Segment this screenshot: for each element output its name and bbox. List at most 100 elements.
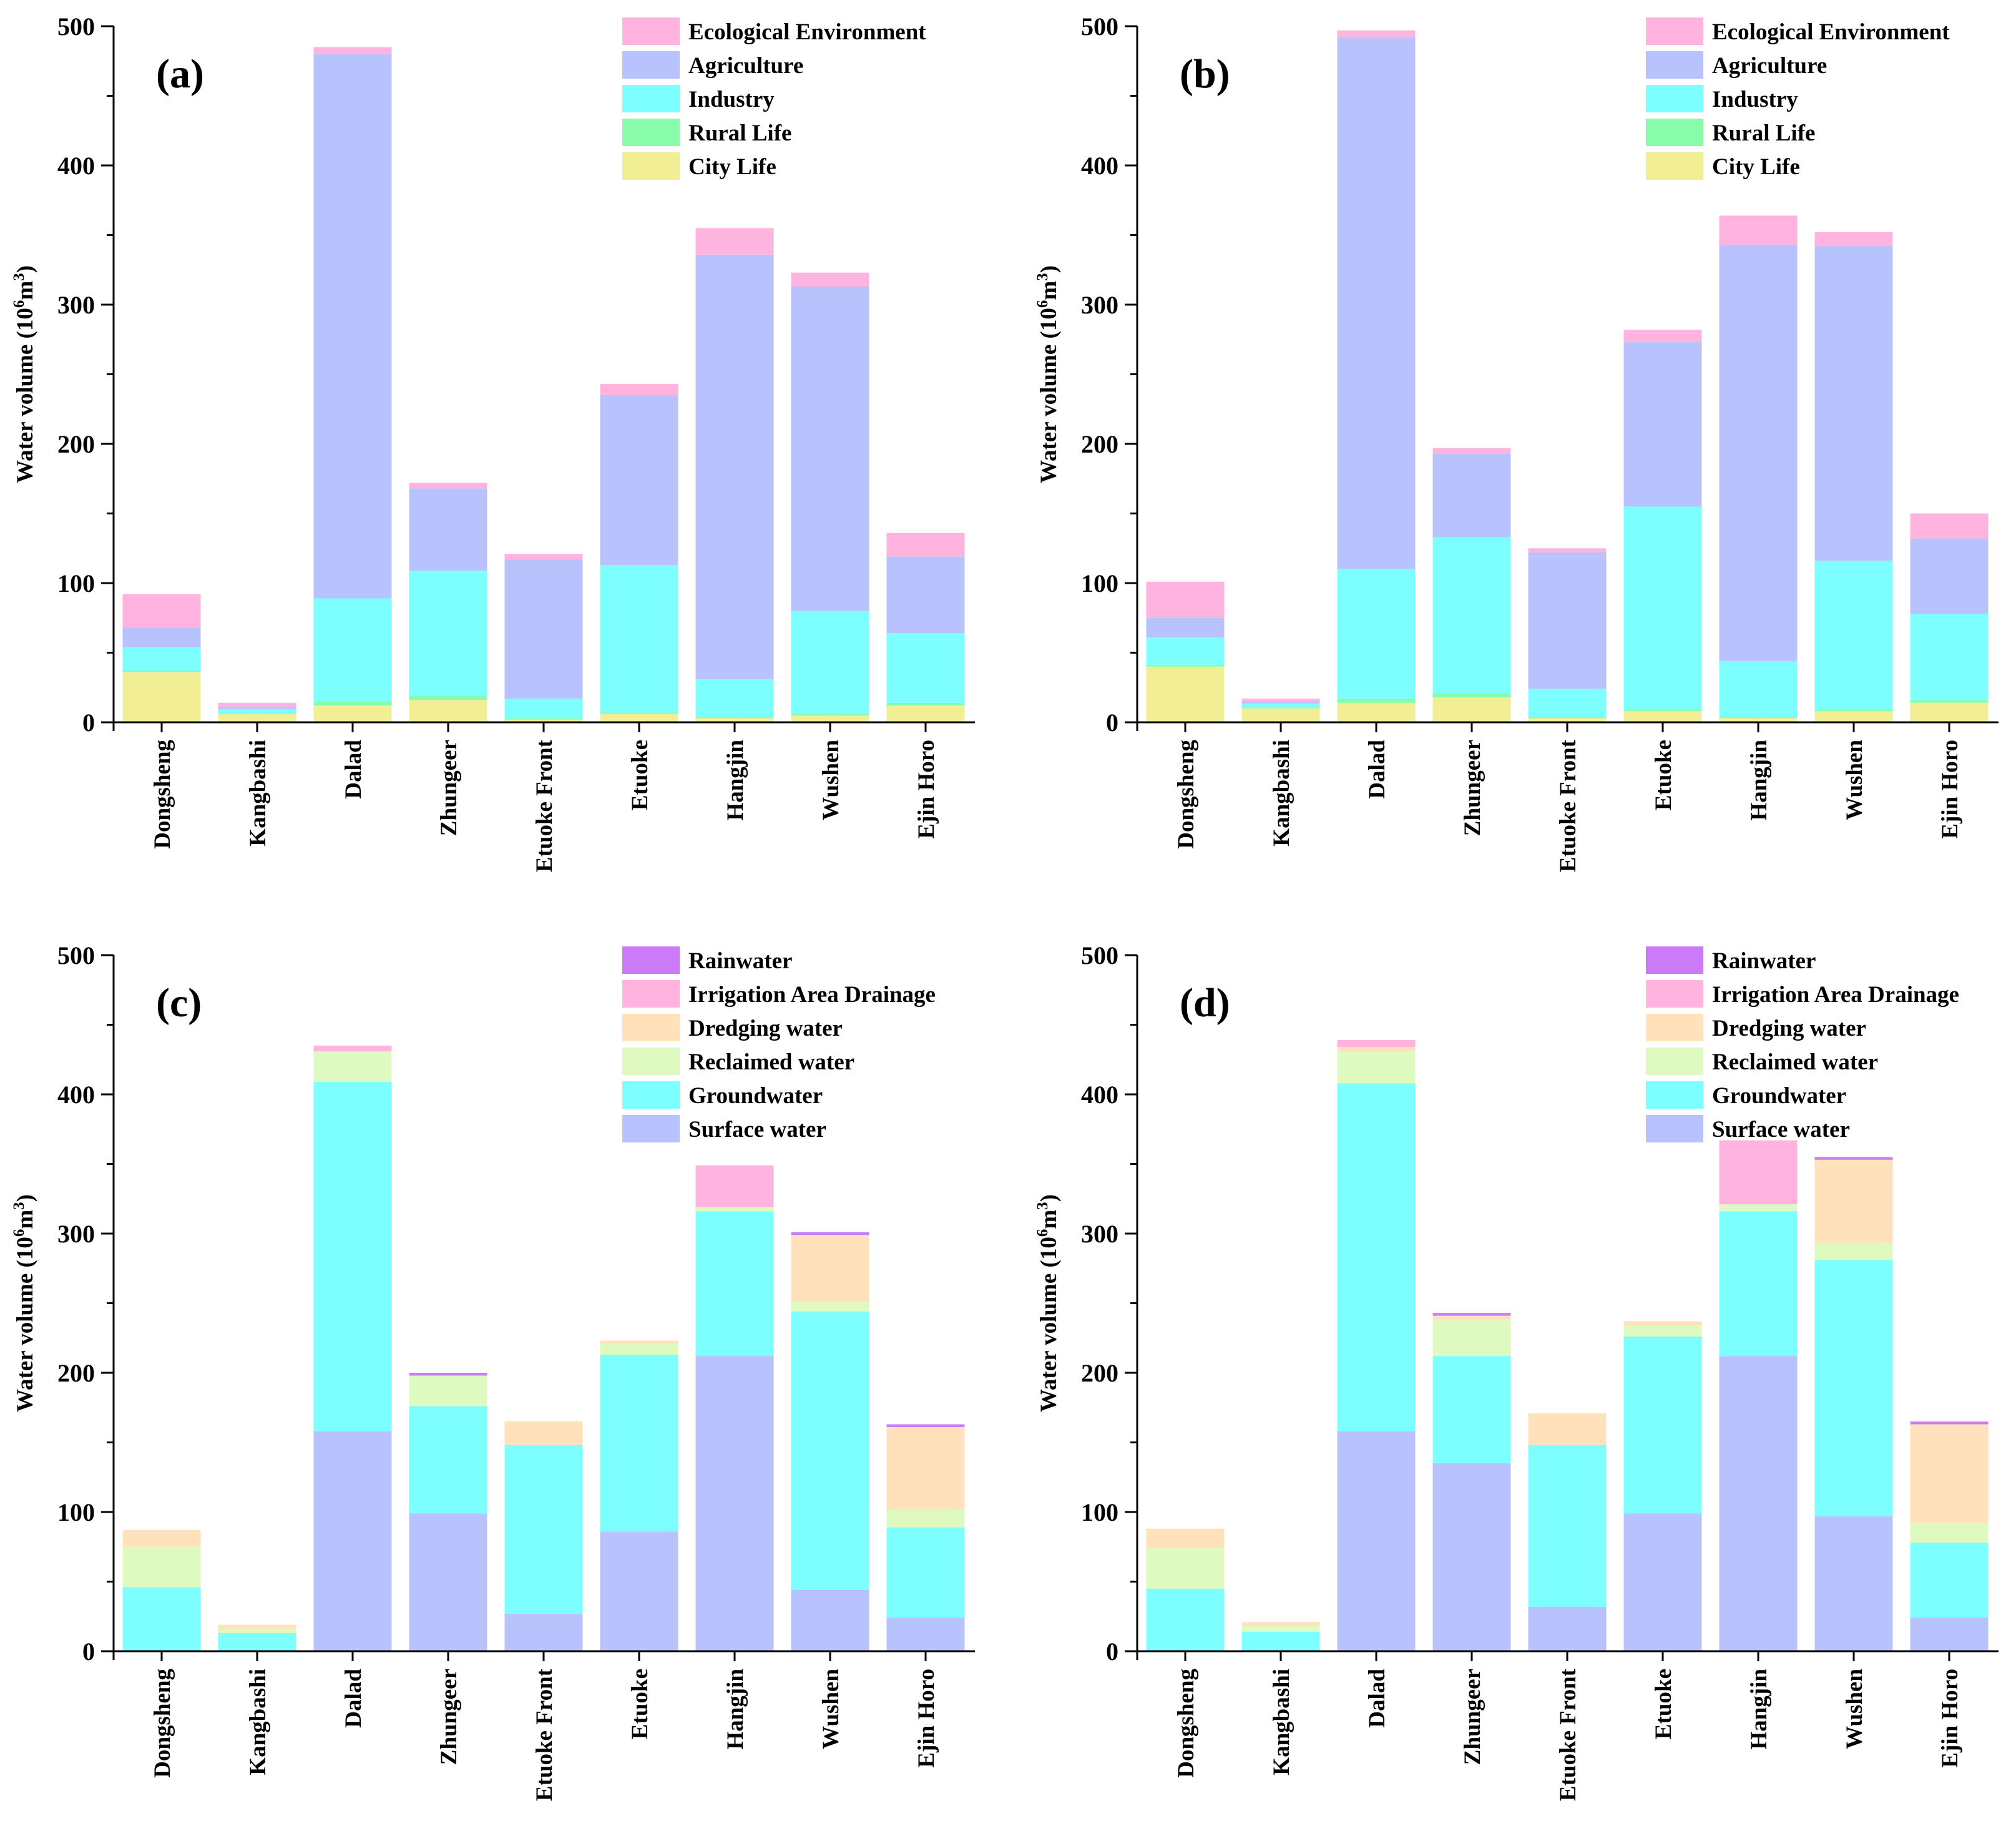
legend-label-city-life: City Life [1712, 154, 1800, 180]
x-tick-label-wushen: Wushen [1842, 740, 1867, 820]
legend: Ecological Environment Agriculture Industr… [1646, 17, 1950, 180]
bar-kangbashi-ecological-environment [1241, 699, 1320, 702]
x-tick-label-etuoke: Etuoke [1651, 1669, 1676, 1739]
bar-dongsheng-groundwater [1146, 1588, 1225, 1651]
bar-ejin-horo-surface-water [1910, 1618, 1989, 1651]
legend-label-agriculture: Agriculture [688, 53, 803, 79]
legend-swatch-reclaimed-water [622, 1048, 680, 1075]
x-tick-label-hangjin: Hangjin [723, 1669, 748, 1750]
bar-zhungeer-rural-life [1432, 693, 1511, 697]
bar-ejin-horo-rural-life [1910, 700, 1989, 703]
bar-dongsheng-city-life [1146, 666, 1225, 722]
x-tick-label-etuoke-front: Etuoke Front [1555, 1668, 1581, 1801]
legend-swatch-ecological-environment [1646, 17, 1703, 45]
bar-etuoke-front-city-life [1528, 718, 1607, 722]
bar-etuoke-front-ecological-environment [504, 554, 583, 560]
bar-ejin-horo-surface-water [886, 1618, 965, 1651]
x-tick-label-ejin-horo: Ejin Horo [914, 740, 939, 839]
bar-etuoke-front-surface-water [1528, 1606, 1607, 1651]
bar-dalad-city-life [1337, 702, 1416, 722]
y-axis-title: Water volume (106m3) [1034, 265, 1062, 483]
bar-dalad-dredging-water [1337, 1047, 1416, 1051]
x-tick-label-dalad: Dalad [1364, 1669, 1390, 1728]
bar-kangbashi-groundwater [1241, 1631, 1320, 1651]
bar-etuoke-front-groundwater [504, 1445, 583, 1614]
bar-dongsheng-ecological-environment [1146, 581, 1225, 618]
legend-swatch-industry [622, 85, 680, 112]
bar-hangjin-agriculture [1719, 245, 1798, 661]
y-tick-label: 300 [57, 1220, 95, 1248]
x-tick-label-kangbashi: Kangbashi [245, 1669, 271, 1775]
bar-etuoke-front-city-life [504, 719, 583, 722]
panel-label: (b) [1180, 51, 1230, 97]
legend-swatch-rural-life [622, 119, 680, 146]
bar-kangbashi-agriculture [1241, 701, 1320, 704]
bar-ejin-horo-ecological-environment [1910, 513, 1989, 539]
bar-dalad-groundwater [1337, 1083, 1416, 1431]
bars [122, 1045, 965, 1651]
x-tick-label-etuoke-front: Etuoke Front [532, 739, 557, 872]
bar-kangbashi-industry [218, 709, 296, 714]
y-tick-label: 200 [57, 1359, 95, 1387]
bar-etuoke-ecological-environment [600, 384, 678, 395]
legend-label-groundwater: Groundwater [1712, 1083, 1846, 1109]
bar-dongsheng-industry [1146, 637, 1225, 665]
bar-wushen-groundwater [791, 1311, 869, 1590]
bar-dalad-surface-water [1337, 1431, 1416, 1651]
bar-wushen-surface-water [791, 1589, 869, 1651]
bar-etuoke-industry [1623, 506, 1702, 710]
bar-zhungeer-dredging-water [1432, 1315, 1511, 1320]
legend-swatch-rural-life [1646, 119, 1703, 146]
bar-etuoke-groundwater [600, 1355, 678, 1532]
legend-swatch-surface-water [1646, 1115, 1703, 1142]
legend-label-surface-water: Surface water [1712, 1117, 1850, 1142]
y-tick-label: 100 [1081, 569, 1118, 597]
x-tick-label-kangbashi: Kangbashi [1269, 1669, 1294, 1775]
bar-dalad-city-life [313, 705, 392, 722]
x-tick-label-kangbashi: Kangbashi [1269, 740, 1294, 847]
bar-wushen-agriculture [791, 287, 869, 611]
bar-ejin-horo-industry [1910, 614, 1989, 700]
bar-dongsheng-agriculture [122, 627, 201, 647]
bar-etuoke-front-industry [504, 699, 583, 719]
legend: Ecological Environment Agriculture Industr… [622, 17, 926, 180]
bar-wushen-dredging-water [791, 1235, 869, 1302]
y-tick-label: 100 [57, 569, 95, 597]
bar-hangjin-ecological-environment [1719, 215, 1798, 245]
bar-wushen-groundwater [1814, 1260, 1893, 1516]
bar-kangbashi-reclaimed-water [1241, 1626, 1320, 1632]
bar-etuoke-city-life [600, 714, 678, 722]
x-tick-label-hangjin: Hangjin [723, 740, 748, 821]
x-tick-label-etuoke: Etuoke [627, 1669, 653, 1739]
bar-etuoke-front-agriculture [1528, 552, 1607, 689]
x-tick-label-zhungeer: Zhungeer [436, 740, 462, 836]
bar-etuoke-front-dredging-water [504, 1421, 583, 1445]
bar-etuoke-dredging-water [1623, 1321, 1702, 1326]
y-tick-label: 400 [57, 1081, 95, 1109]
bar-zhungeer-surface-water [1432, 1463, 1511, 1651]
bar-dalad-ecological-environment [313, 47, 392, 54]
x-tick-label-etuoke-front: Etuoke Front [1555, 739, 1581, 872]
bar-dongsheng-agriculture [1146, 617, 1225, 637]
bar-ejin-horo-reclaimed-water [886, 1509, 965, 1528]
bar-etuoke-reclaimed-water [1623, 1325, 1702, 1337]
legend-swatch-rainwater [622, 946, 680, 974]
x-tick-label-dalad: Dalad [341, 1669, 366, 1728]
legend-label-dredging-water: Dredging water [688, 1016, 843, 1041]
bar-kangbashi-city-life [1241, 708, 1320, 722]
bar-etuoke-city-life [1623, 711, 1702, 722]
x-tick-label-dongsheng: Dongsheng [1173, 1669, 1199, 1778]
legend-label-dredging-water: Dredging water [1712, 1016, 1866, 1041]
legend-swatch-irrigation-area-drainage [1646, 980, 1703, 1008]
legend-swatch-rainwater [1646, 946, 1703, 974]
bar-ejin-horo-groundwater [1910, 1543, 1989, 1618]
bar-ejin-horo-agriculture [1910, 538, 1989, 614]
bar-hangjin-city-life [1719, 718, 1798, 722]
legend-swatch-agriculture [1646, 51, 1703, 79]
bar-zhungeer-ecological-environment [1432, 448, 1511, 454]
legend-swatch-city-life [622, 152, 680, 180]
legend-label-irrigation-area-drainage: Irrigation Area Drainage [688, 982, 936, 1008]
bar-etuoke-front-rural-life [504, 718, 583, 720]
x-tick-label-ejin-horo: Ejin Horo [914, 1669, 939, 1768]
